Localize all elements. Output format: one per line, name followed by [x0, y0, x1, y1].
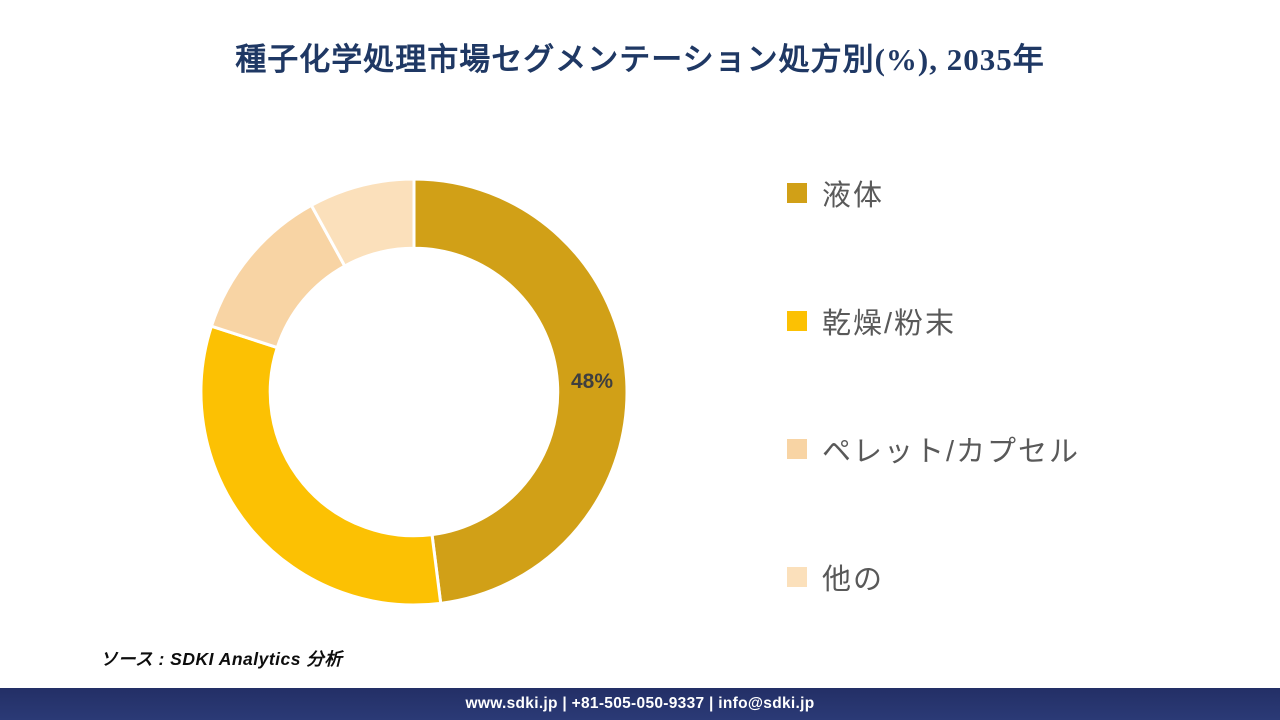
data-label-0: 48% — [571, 370, 613, 393]
donut-chart: 48% — [199, 177, 629, 607]
donut-segment-3[interactable] — [309, 177, 416, 268]
legend-item-1[interactable]: 乾燥/粉末 — [787, 300, 1080, 342]
legend-label: ペレット/カプセル — [822, 436, 1081, 468]
legend-swatch-icon — [787, 439, 807, 459]
legend-item-0[interactable]: 液体 — [787, 172, 1080, 214]
legend-swatch-icon — [787, 183, 807, 203]
legend-item-2[interactable]: ペレット/カプセル — [787, 428, 1080, 470]
donut-svg: 48% — [199, 177, 629, 607]
footer-contact-text: www.sdki.jp | +81-505-050-9337 | info@sd… — [465, 695, 815, 712]
legend-swatch-icon — [787, 567, 807, 587]
legend-swatch-icon — [787, 311, 807, 331]
legend-label: 乾燥/粉末 — [822, 308, 957, 340]
source-attribution: ソース : SDKI Analytics 分析 — [100, 649, 343, 669]
legend-label: 液体 — [822, 180, 885, 212]
legend-label: 他の — [822, 564, 885, 596]
donut-segment-0[interactable] — [412, 177, 629, 605]
legend-item-3[interactable]: 他の — [787, 556, 1080, 598]
chart-title: 種子化学処理市場セグメンテーション処方別(%), 2035年 — [235, 42, 1045, 77]
footer-bar: www.sdki.jp | +81-505-050-9337 | info@sd… — [0, 688, 1280, 720]
chart-legend: 液体乾燥/粉末ペレット/カプセル 他の — [787, 172, 1080, 598]
donut-segment-1[interactable] — [199, 324, 443, 607]
